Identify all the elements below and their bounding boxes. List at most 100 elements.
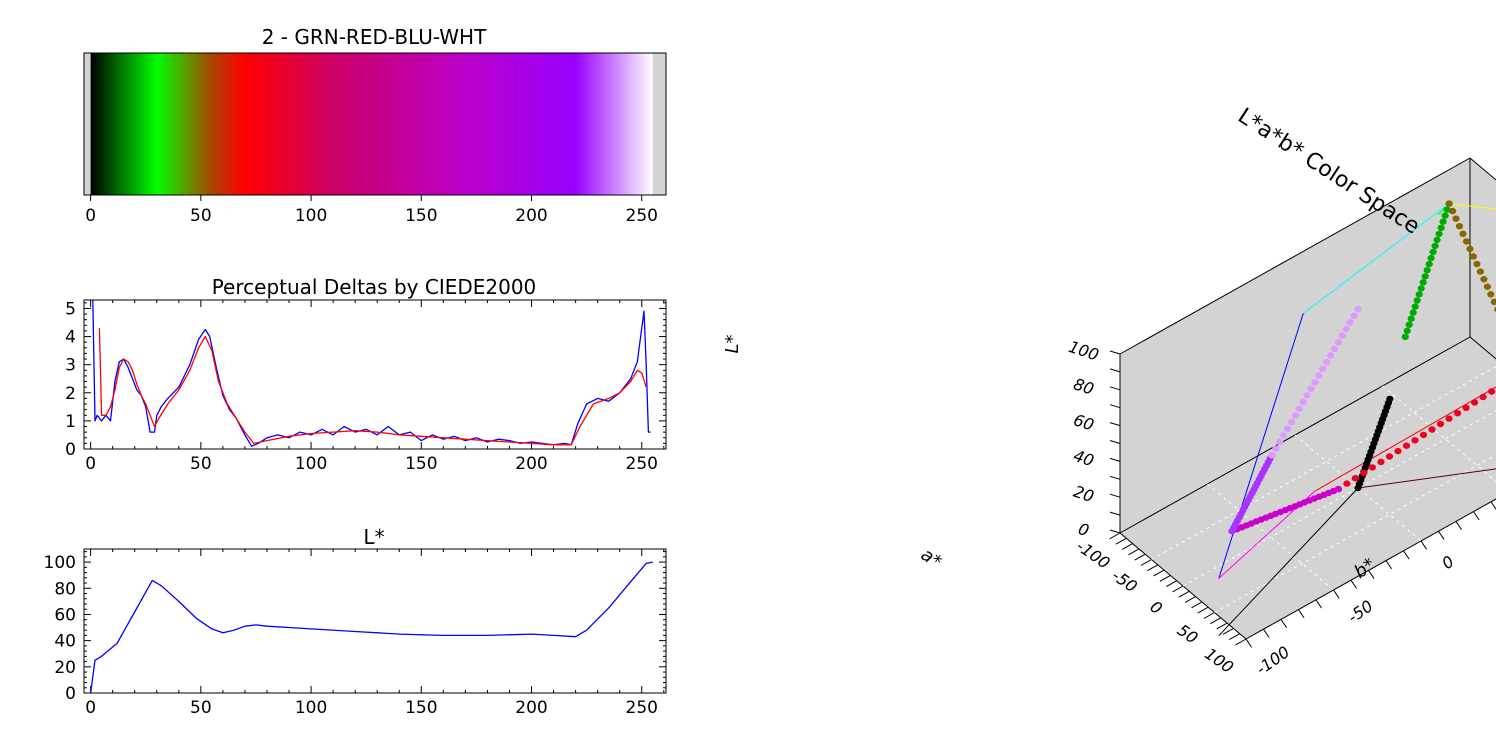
x-tick-label: 0 [85,206,96,226]
series-line-1 [98,328,647,446]
path-point [1415,291,1423,298]
a-axis-tick [1229,633,1240,641]
path-point [1417,285,1425,292]
path-point [1445,415,1453,422]
b-axis-tick [1315,599,1323,609]
y-tick-label: 2 [65,384,76,404]
path-point [1455,223,1464,230]
a-axis-tick-label: -100 [1073,536,1114,572]
x-tick-label: 50 [190,698,212,718]
x-tick-label: 250 [626,454,658,474]
L-axis-tick-label: 100 [1066,337,1101,365]
path-point [1429,248,1437,256]
path-point [1268,452,1276,459]
lab-3d-title: L*a*b* Color Space [1233,104,1424,240]
x-tick-label: 150 [405,698,437,718]
path-point [1443,206,1451,213]
path-point [1272,445,1280,452]
path-point [1425,260,1433,268]
y-tick-label: 0 [65,684,76,704]
path-point [1428,426,1436,433]
pane-edge [1469,157,1496,181]
path-point [1469,253,1477,260]
path-point [1284,425,1292,432]
a-axis-tick [1222,627,1234,635]
lstar-axes: 0 50 100 150 200 250 0 20 40 60 80 100 [44,548,667,718]
path-point [1476,268,1484,275]
gamut-edge-2 [1218,313,1304,579]
path-point [1454,410,1462,417]
x-tick-label: 0 [85,454,96,474]
path-point [1488,388,1496,395]
L-axis-tick-label: 40 [1071,446,1096,470]
pane-edge [1469,336,1496,360]
path-point [1462,238,1471,245]
path-point [1433,236,1441,244]
path-point [1311,379,1319,386]
path-point [1473,260,1481,268]
path-point [1280,432,1288,439]
path-point [1452,215,1460,222]
colorbar-x-axis: 0 50 100 150 200 250 [85,195,658,226]
x-tick-label: 0 [85,698,96,718]
path-point [1471,399,1479,406]
x-tick-label: 50 [190,454,212,474]
path-point [1405,321,1413,328]
path-point [1351,475,1359,482]
L-axis-tick [1109,475,1121,480]
L-axis-tick [1109,404,1121,409]
a-axis-tick [1166,580,1177,588]
path-point [1343,480,1351,487]
L-axis-tick [1109,440,1121,444]
y-tick-label: 1 [65,412,76,432]
path-point [1385,453,1394,460]
b-axis-tick [1263,628,1270,638]
colorbar-panel: 2 - GRN-RED-BLU-WHT 0 50 100 150 200 250 [83,25,667,226]
deltas-panel: Perceptual Deltas by CIEDE2000 0 50 100 150… [65,275,667,474]
path-point [1338,332,1346,339]
series-line-0 [92,299,651,447]
path-point [1423,267,1431,274]
y-tick-label: 5 [65,299,76,319]
lstar-series [89,561,653,694]
path-point [1291,412,1299,419]
b-axis-tick [1280,619,1288,628]
b-axis-tick [1368,570,1375,579]
y-tick-label: 80 [54,579,76,599]
L-axis-tick-label: 20 [1071,482,1096,506]
path-point [1439,218,1447,225]
path-point [1368,464,1376,471]
L-axis-tick [1109,368,1121,373]
path-point [1427,254,1435,262]
plot-frame [83,299,667,450]
a-axis-tick-label: -50 [1108,566,1140,597]
b-axis-tick [1245,638,1253,648]
a-axis-tick [1210,617,1222,625]
gamut-edge-4 [1449,203,1496,210]
path-point [1411,303,1419,310]
x-tick-label: 150 [405,206,437,226]
a-axis-tick [1191,601,1203,609]
lstar-panel: L* 0 50 100 150 200 250 0 20 40 60 80 100 [44,525,667,718]
x-tick-label: 200 [515,206,547,226]
b-axis-tick-label: 0 [1438,552,1457,573]
path-point [1346,319,1354,326]
path-point [1413,297,1421,304]
a-axis-tick [1197,606,1209,614]
b-axis-tick [1298,609,1305,619]
y-tick-label: 3 [65,356,76,376]
a-axis-tick [1147,564,1159,572]
b-axis-tick [1385,560,1393,570]
a-axis-tick [1121,543,1133,550]
path-point [1319,365,1327,372]
a-axis-tick [1216,622,1228,630]
lab-3d-xlabel: a* [917,544,945,573]
colorbar-title: 2 - GRN-RED-BLU-WHT [262,25,487,49]
a-axis-tick [1115,537,1127,545]
path-point [1377,458,1385,466]
x-tick-label: 100 [295,206,327,226]
lab-3d-path [1228,200,1496,535]
path-point [1419,279,1427,286]
